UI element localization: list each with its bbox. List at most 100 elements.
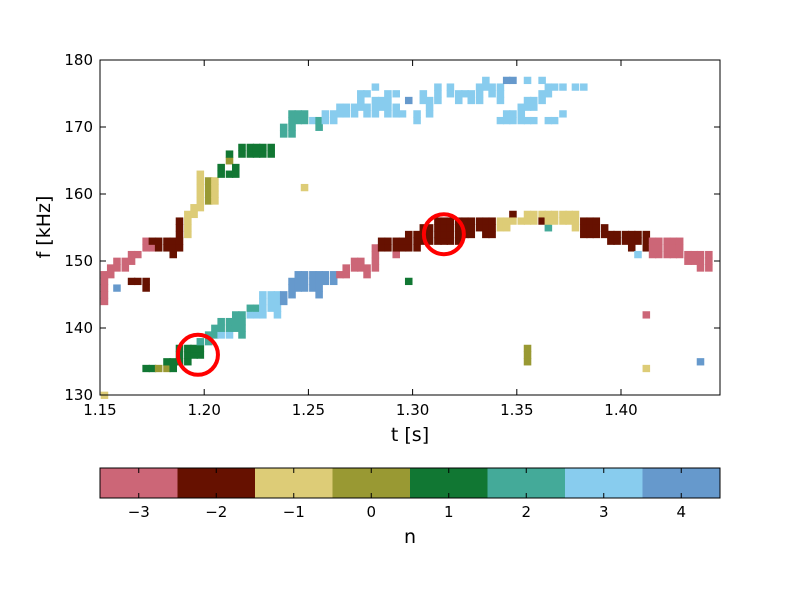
heatmap-cell [571,83,580,91]
heatmap-cell [309,271,317,279]
heatmap-cell [669,237,678,245]
heatmap-cell [565,217,573,225]
heatmap-cell [246,143,255,152]
heatmap-cell [204,190,213,198]
heatmap-cell [357,90,365,98]
heatmap-cell [517,103,526,111]
heatmap-cell [175,230,184,239]
heatmap-cell [336,103,344,111]
heatmap-cell [371,244,380,252]
heatmap-cell [377,96,386,105]
heatmap-cell [300,284,309,292]
heatmap-cell [273,304,282,312]
heatmap-cell [175,217,184,225]
heatmap-cell [392,250,400,259]
heatmap-cell [607,237,615,245]
heatmap-cell [294,116,303,125]
heatmap-cell [106,264,115,272]
heatmap-cell [231,311,240,319]
heatmap-cell [238,317,246,326]
heatmap-cell [461,224,469,232]
heatmap-cell [190,210,198,219]
heatmap-cell [279,291,288,299]
heatmap-cell [592,230,601,239]
heatmap-cell [267,150,275,158]
heatmap-cell [586,224,594,232]
heatmap-cell [454,224,463,232]
x-tick-label: 1.25 [292,401,325,419]
heatmap-cell [309,284,317,292]
heatmap-cell [315,284,323,292]
heatmap-cell [669,250,678,259]
heatmap-cell [398,237,407,245]
heatmap-cell [142,244,150,252]
heatmap-cell [279,130,288,138]
heatmap-cell [329,116,338,125]
heatmap-cell [559,210,567,219]
heatmap-cell [523,210,532,219]
heatmap-cell [684,257,692,265]
heatmap-cell [204,177,213,185]
heatmap-cell [392,244,400,252]
heatmap-cell [211,177,219,185]
heatmap-cell [336,271,344,279]
heatmap-cell [523,116,532,125]
heatmap-cell [434,224,442,232]
heatmap-cell [517,217,526,225]
heatmap-cell [634,237,642,245]
heatmap-cell [550,210,559,219]
heatmap-cell [363,110,371,118]
heatmap-cell [184,217,192,225]
heatmap-cell [669,244,678,252]
heatmap-cell [196,351,205,359]
heatmap-cell [231,170,240,178]
heatmap-cell [425,110,434,118]
highlight-circles [175,212,466,377]
heatmap-cell [404,96,413,105]
heatmap-cell [231,317,240,326]
heatmap-cell [413,116,421,125]
heatmap-cell [252,150,261,158]
heatmap-cell [196,204,205,212]
heatmap-cell [169,244,178,252]
heatmap-cell [509,76,517,85]
heatmap-cell [357,103,365,111]
heatmap-cell [273,311,282,319]
heatmap-cell [142,364,150,373]
heatmap-cell [419,90,428,98]
heatmap-cell [592,217,601,225]
colorbar-tick-label: 0 [366,503,376,521]
heatmap-cell [121,264,130,272]
heatmap-cell [580,83,588,91]
heatmap-cell [377,237,386,245]
heatmap-cell [446,230,455,239]
heatmap-cell [300,116,309,125]
heatmap-cell [329,110,338,118]
heatmap-cell [523,358,532,366]
heatmap-cell [371,257,380,265]
heatmap-cell [154,244,163,252]
heatmap-cell [217,324,225,332]
heatmap-cell [321,110,330,118]
heatmap-cell [538,217,546,225]
heatmap-cell [684,250,692,259]
heatmap-cell [225,157,234,165]
heatmap-cell [538,210,546,219]
heatmap-cell [488,83,496,91]
heatmap-cell [315,277,323,286]
heatmap-cell [446,237,455,245]
heatmap-cell [565,210,573,219]
heatmap-cell [204,197,213,205]
heatmap-cell [384,110,392,118]
heatmap-cell [357,264,365,272]
heatmap-cell [648,244,657,252]
heatmap-cell [461,90,469,98]
heatmap-cell [273,297,282,306]
heatmap-cell [142,284,150,292]
heatmap-cell [488,224,496,232]
highlight-circle [175,332,220,377]
heatmap-cell [696,257,705,265]
heatmap-cell [134,250,142,259]
heatmap-cell [398,110,407,118]
